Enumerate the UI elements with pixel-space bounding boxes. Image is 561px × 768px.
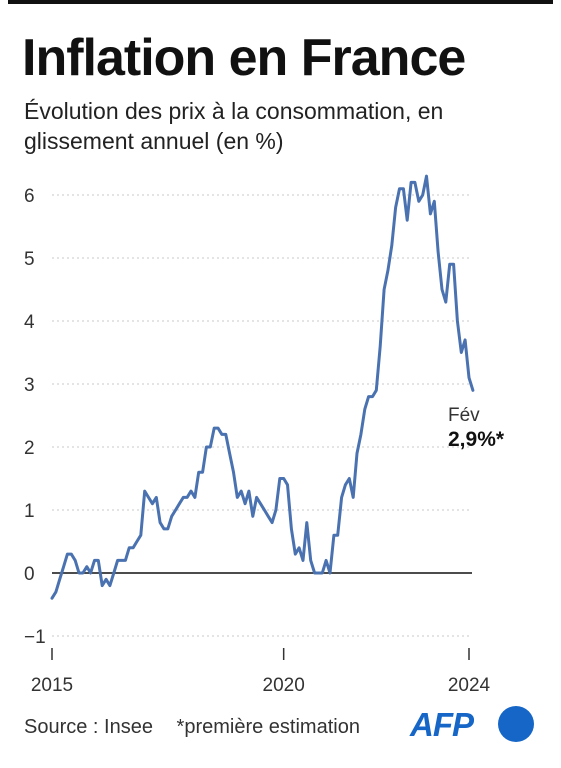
footnote-text: *première estimation <box>176 716 360 738</box>
line-chart: −1 0 1 2 3 4 5 6 2015 2020 2024 Fév 2,9%* <box>24 174 505 696</box>
source-text: Source : Insee <box>24 716 153 738</box>
annotation-month: Fév <box>448 405 480 426</box>
x-tick-label: 2015 <box>31 675 73 696</box>
chart-subtitle: Évolution des prix à la consommation, en… <box>24 98 444 154</box>
y-tick-label: 3 <box>24 375 35 396</box>
top-rule <box>8 0 553 4</box>
y-tick-label: 5 <box>24 249 35 270</box>
chart-title: Inflation en France <box>22 29 466 87</box>
x-axis-ticks <box>51 648 470 660</box>
afp-logo-dot <box>498 706 534 742</box>
x-tick-label: 2020 <box>263 675 305 696</box>
gridlines <box>52 194 472 637</box>
y-tick-label: 2 <box>24 438 35 459</box>
y-tick-label: −1 <box>24 627 46 648</box>
inflation-series-line <box>50 174 475 600</box>
y-tick-label: 4 <box>24 312 35 333</box>
y-tick-label: 0 <box>24 564 35 585</box>
x-tick-label: 2024 <box>448 675 491 696</box>
footer: Source : Insee *première estimation <box>24 716 360 739</box>
afp-logo: AFP <box>410 704 540 744</box>
y-tick-label: 6 <box>24 186 35 207</box>
x-tick-labels: 2015 2020 2024 <box>31 675 491 696</box>
afp-logo-text: AFP <box>410 706 474 743</box>
annotation-value: 2,9%* <box>448 428 505 451</box>
y-tick-label: 1 <box>24 501 35 522</box>
y-tick-labels: −1 0 1 2 3 4 5 6 <box>24 186 46 648</box>
